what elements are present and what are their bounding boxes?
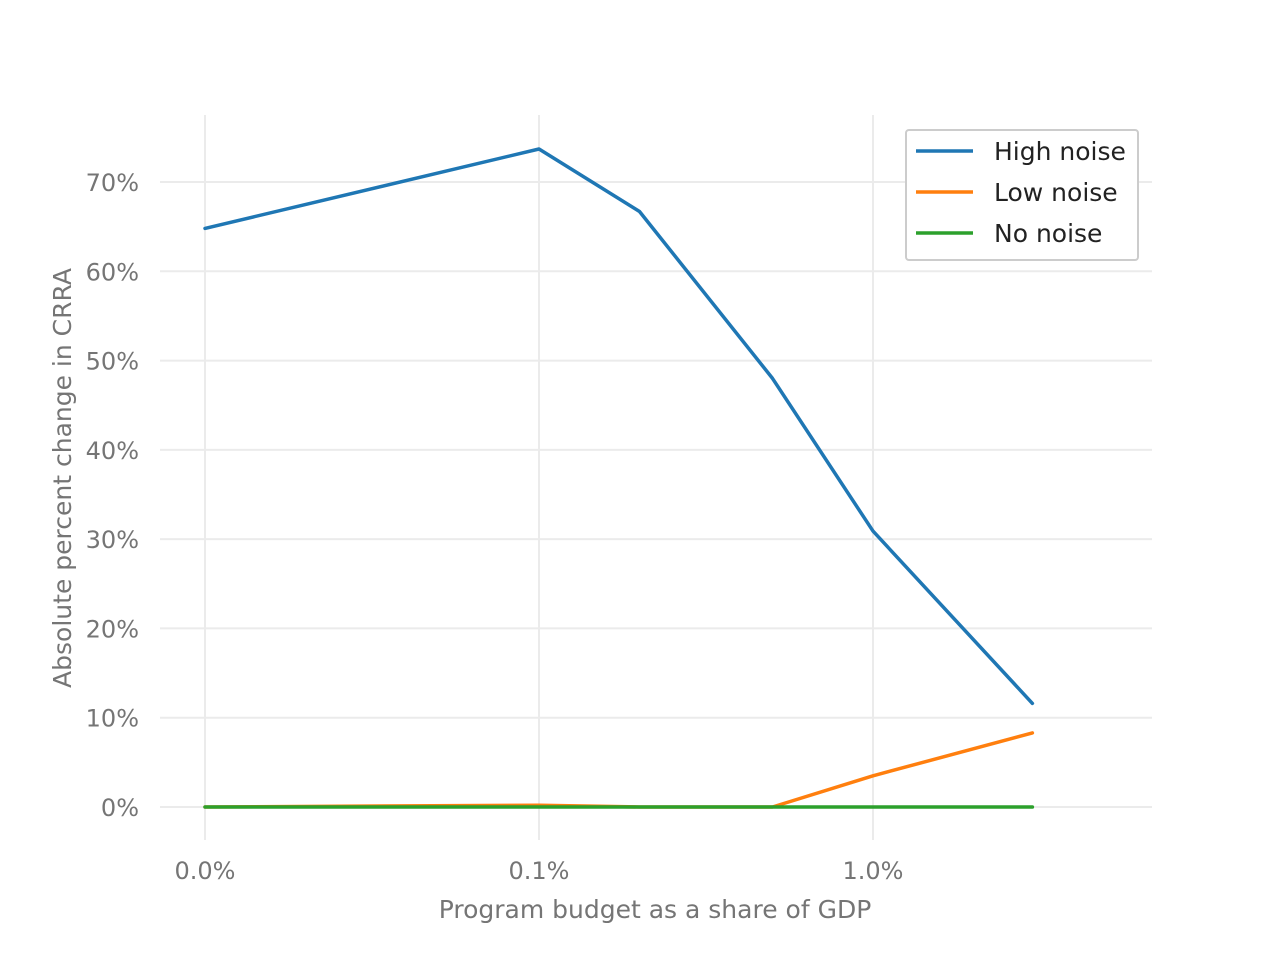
- legend-label-no-noise: No noise: [994, 219, 1102, 248]
- y-tick-label: 30%: [86, 526, 139, 554]
- legend-label-high-noise: High noise: [994, 137, 1126, 166]
- y-tick-label: 70%: [86, 169, 139, 197]
- series-line-high-noise: [203, 147, 1035, 706]
- legend: High noise Low noise No noise: [905, 129, 1139, 261]
- y-axis-label: Absolute percent change in CRRA: [48, 268, 77, 688]
- x-axis-ticks: 0.0% 0.1% 1.0%: [175, 857, 904, 885]
- legend-label-low-noise: Low noise: [994, 178, 1118, 207]
- x-tick-label: 1.0%: [843, 857, 904, 885]
- x-tick-label: 0.0%: [175, 857, 236, 885]
- y-tick-label: 20%: [86, 615, 139, 643]
- y-tick-label: 40%: [86, 437, 139, 465]
- series-lines: [203, 147, 1035, 809]
- y-tick-label: 10%: [86, 705, 139, 733]
- legend-frame: [905, 129, 1139, 261]
- x-axis-label: Program budget as a share of GDP: [439, 895, 872, 924]
- y-tick-label: 60%: [86, 258, 139, 286]
- y-tick-label: 50%: [86, 348, 139, 376]
- series-line-low-noise: [203, 731, 1035, 809]
- y-tick-label: 0%: [101, 794, 139, 822]
- y-axis-ticks: 0% 10% 20% 30% 40% 50% 60% 70%: [86, 169, 139, 822]
- x-tick-label: 0.1%: [509, 857, 570, 885]
